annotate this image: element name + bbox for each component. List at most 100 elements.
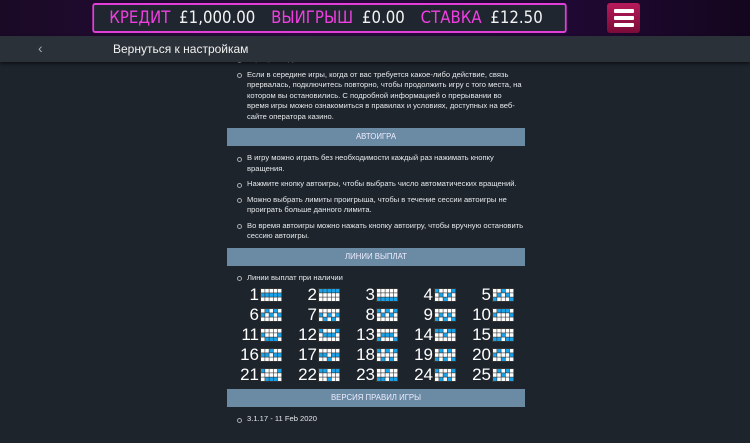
payline-cell [389, 329, 394, 333]
payline-cell [497, 289, 501, 293]
payline-diagram-icon [434, 368, 456, 382]
payline-cell [261, 309, 265, 313]
nav-bar: ‹ Вернуться к настройкам [0, 36, 750, 62]
payline-cell [509, 317, 514, 321]
payline-diagram-icon [492, 308, 514, 322]
payline-cell [501, 337, 505, 341]
payline-cell [381, 317, 385, 321]
payline-cell [501, 353, 505, 357]
payline-cell [435, 297, 439, 301]
payline-cell [435, 289, 439, 293]
payline-cell [265, 313, 269, 317]
payline-cell [381, 349, 385, 353]
back-to-settings-link[interactable]: Вернуться к настройкам [113, 42, 249, 56]
payline-14: 14 [411, 326, 456, 342]
payline-cell [497, 313, 501, 317]
payline-cell [277, 333, 282, 337]
payline-cell [327, 293, 331, 297]
payline-cell [501, 313, 505, 317]
payline-cell [497, 309, 501, 313]
payline-cell [335, 357, 340, 361]
payline-cell [265, 349, 269, 353]
payline-cell [451, 317, 456, 321]
payline-cell [273, 349, 278, 353]
payline-cell [451, 369, 456, 373]
top-bar: КРЕДИТ £1,000.00 ВЫИГРЫШ £0.00 СТАВКА £1… [0, 0, 750, 36]
payline-cell [389, 297, 394, 301]
payline-cell [319, 309, 323, 313]
payline-cell [493, 369, 497, 373]
payline-cell [319, 373, 323, 377]
payline-cell [435, 313, 439, 317]
payline-cell [277, 377, 282, 381]
payline-cell [277, 289, 282, 293]
win-value: £0.00 [361, 8, 405, 28]
payline-cell [261, 373, 265, 377]
payline-diagram-icon [376, 288, 398, 302]
payline-cell [381, 353, 385, 357]
payline-number: 25 [472, 364, 491, 384]
payline-cell [381, 309, 385, 313]
payline-cell [447, 353, 452, 357]
payline-number: 5 [481, 284, 491, 304]
payline-24: 24 [411, 366, 456, 382]
payline-cell [277, 329, 282, 333]
payline-cell [389, 333, 394, 337]
payline-cell [443, 297, 447, 301]
payline-cell [389, 337, 394, 341]
payline-cell [451, 329, 456, 333]
payline-cell [323, 337, 327, 341]
credit-value: £1,000.00 [179, 8, 256, 28]
payline-cell [389, 317, 394, 321]
payline-cell [439, 349, 443, 353]
payline-cell [435, 333, 439, 337]
payline-cell [265, 377, 269, 381]
payline-11: 11 [237, 326, 282, 342]
payline-cell [335, 297, 340, 301]
payline-cell [439, 377, 443, 381]
payline-cell [381, 377, 385, 381]
payline-cell [443, 373, 447, 377]
payline-cell [377, 293, 381, 297]
payline-cell [327, 353, 331, 357]
payline-cell [385, 369, 389, 373]
balance-panel: КРЕДИТ £1,000.00 ВЫИГРЫШ £0.00 СТАВКА £1… [92, 3, 567, 33]
payline-diagram-icon [318, 328, 340, 342]
payline-cell [439, 373, 443, 377]
payline-cell [265, 317, 269, 321]
payline-cell [319, 353, 323, 357]
payline-cell [327, 289, 331, 293]
payline-cell [435, 377, 439, 381]
payline-cell [497, 357, 501, 361]
payline-cell [331, 293, 336, 297]
payline-cell [323, 333, 327, 337]
payline-cell [385, 349, 389, 353]
payline-cell [447, 297, 452, 301]
payline-cell [451, 293, 456, 297]
payline-cell [447, 293, 452, 297]
payline-cell [443, 293, 447, 297]
payline-cell [385, 373, 389, 377]
payline-cell [497, 293, 501, 297]
payline-cell [501, 317, 505, 321]
payline-cell [509, 297, 514, 301]
payline-cell [497, 369, 501, 373]
payline-cell [497, 349, 501, 353]
payline-cell [277, 369, 282, 373]
payline-diagram-icon [492, 368, 514, 382]
payline-cell [331, 377, 336, 381]
payline-number: 21 [240, 364, 259, 384]
payline-cell [385, 337, 389, 341]
payline-cell [323, 329, 327, 333]
payline-cell [377, 357, 381, 361]
payline-number: 15 [472, 324, 491, 344]
payline-cell [273, 297, 278, 301]
payline-4: 4 [411, 286, 456, 302]
payline-cell [385, 377, 389, 381]
payline-cell [435, 317, 439, 321]
payline-cell [261, 377, 265, 381]
chevron-left-icon[interactable]: ‹ [38, 40, 43, 56]
menu-button[interactable] [607, 3, 640, 33]
payline-cell [393, 377, 398, 381]
payline-cell [273, 369, 278, 373]
